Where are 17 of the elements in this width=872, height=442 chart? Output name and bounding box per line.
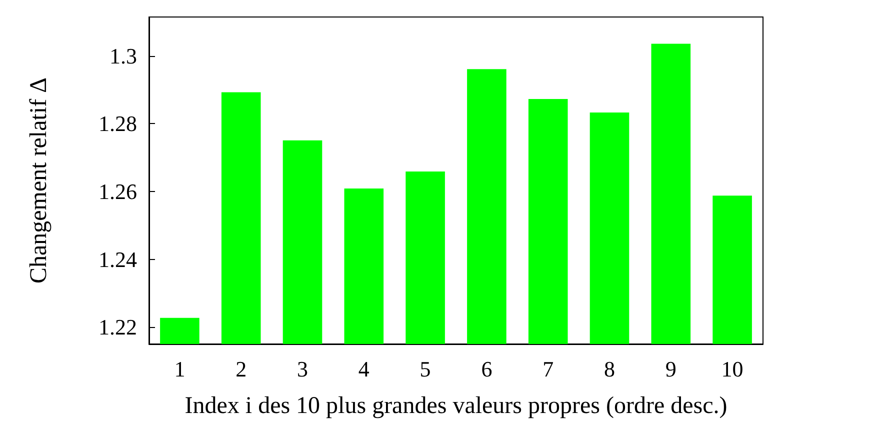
y-tick-label: 1.3 — [110, 43, 137, 68]
y-tick-label: 1.28 — [98, 111, 137, 136]
x-tick-label: 5 — [420, 356, 431, 382]
x-tick-label: 8 — [604, 356, 615, 382]
x-tick-label: 4 — [358, 356, 370, 382]
x-tick-label: 2 — [236, 356, 247, 382]
y-axis-title: Changement relatif Δ — [26, 77, 52, 284]
x-tick-label: 10 — [721, 356, 744, 382]
x-tick-label: 3 — [297, 356, 308, 382]
y-tick-label: 1.26 — [98, 179, 137, 204]
x-tick-label: 6 — [481, 356, 492, 382]
x-tick-label: 1 — [174, 356, 186, 382]
x-tick-label: 7 — [542, 356, 554, 382]
y-tick-label: 1.24 — [98, 246, 137, 272]
x-axis-title: Index i des 10 plus grandes valeurs propres (ordre desc.) — [184, 393, 728, 419]
y-tick-label: 1.22 — [98, 314, 137, 340]
x-tick-label: 9 — [665, 356, 676, 382]
